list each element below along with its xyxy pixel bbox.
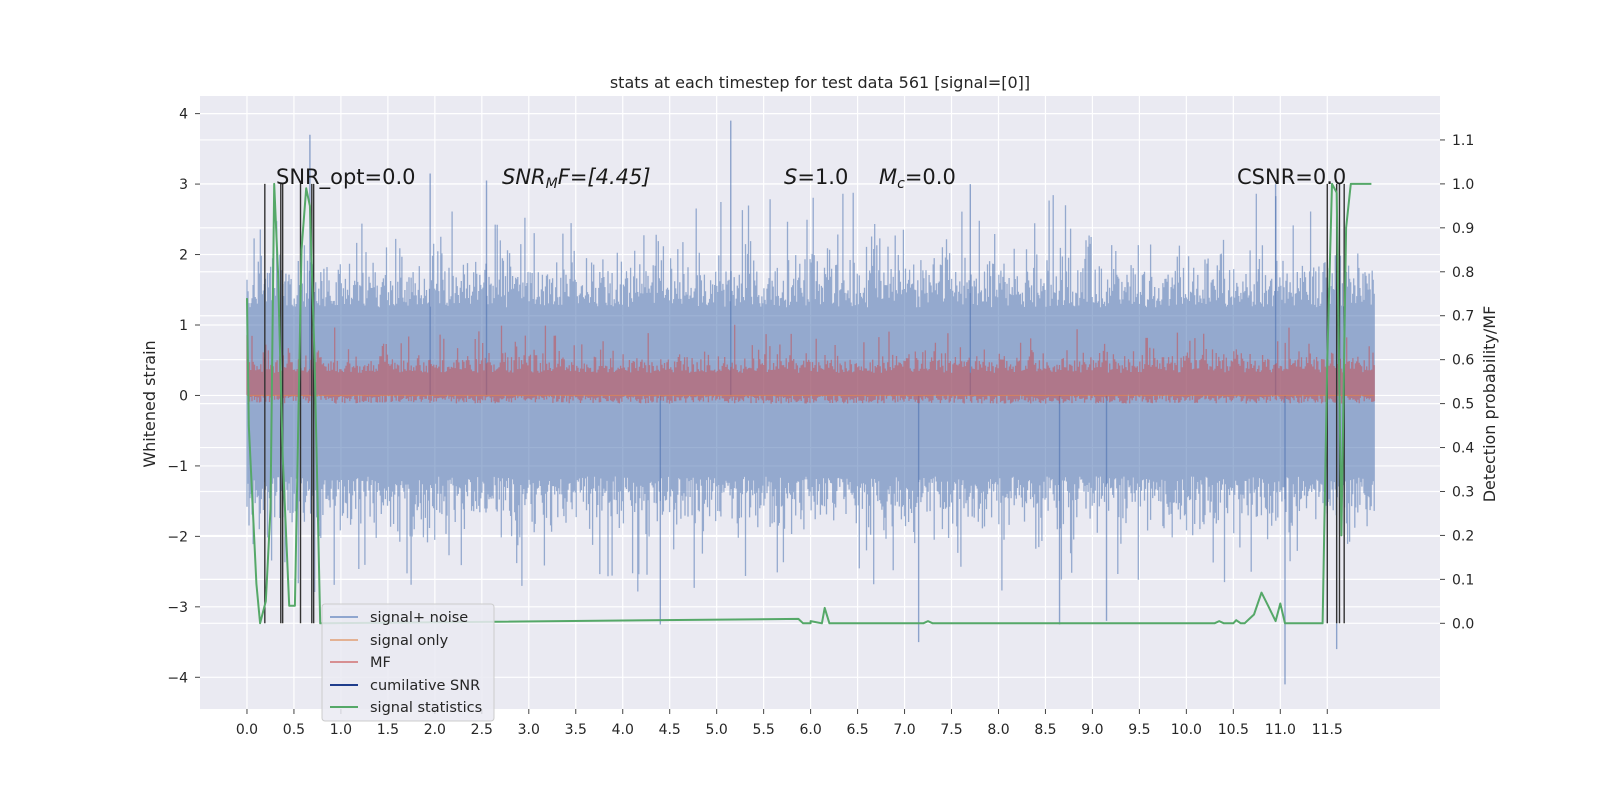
y-tick-label-right: 0.5 <box>1452 397 1474 413</box>
annotation-csnr: CSNR=0.0 <box>1237 165 1346 189</box>
x-tick-label: 5.0 <box>706 722 728 738</box>
x-tick-label: 5.5 <box>753 722 775 738</box>
y-tick-label-right: 0.6 <box>1452 353 1474 369</box>
annotation-mc: Mc=0.0 <box>879 165 956 192</box>
annotation-mc-base: M <box>879 165 897 189</box>
annotation-s: S=1.0 <box>784 165 848 189</box>
legend-label-mf: MF <box>370 655 391 671</box>
signal-statistics-line <box>246 182 1372 625</box>
x-tick-label: 11.0 <box>1265 722 1296 738</box>
cumulative-snr-series <box>264 183 1345 624</box>
x-tick-label: 1.0 <box>330 722 352 738</box>
annotation-mc-rest: =0.0 <box>905 165 956 189</box>
signal-statistics-series <box>246 182 1372 625</box>
annotation-snr-mf: SNRMF=[4.45] <box>502 165 651 192</box>
y-tick-label-right: 0.0 <box>1452 616 1474 632</box>
x-tick-label: 9.0 <box>1081 722 1103 738</box>
y-tick-label-right: 0.2 <box>1452 528 1474 544</box>
y-tick-label-right: 1.1 <box>1452 133 1474 149</box>
y-tick-label-right: 0.3 <box>1452 484 1474 500</box>
legend: signal+ noise signal only MF cumilative … <box>321 603 495 722</box>
legend-box <box>321 603 495 722</box>
legend-label-signal-statistics: signal statistics <box>370 700 482 716</box>
x-tick-label: 0.0 <box>236 722 258 738</box>
annotation-s-rest: =1.0 <box>797 165 848 189</box>
y-tick-label-left: 4 <box>179 107 188 123</box>
annotation-snr-opt: SNR_opt=0.0 <box>276 165 416 190</box>
annotation-s-base: S <box>784 165 797 189</box>
x-tick-label: 4.5 <box>659 722 681 738</box>
y-axis-right-label: Detection probability/MF <box>1480 306 1499 503</box>
x-tick-label: 8.0 <box>987 722 1009 738</box>
x-tick-label: 9.5 <box>1128 722 1150 738</box>
y-tick-label-left: −4 <box>167 670 188 686</box>
y-tick-label-right: 0.1 <box>1452 572 1474 588</box>
chart-title: stats at each timestep for test data 561… <box>610 73 1030 92</box>
x-tick-label: 2.0 <box>424 722 446 738</box>
x-tick-label: 6.0 <box>799 722 821 738</box>
y-tick-label-left: −1 <box>167 459 188 475</box>
x-tick-label: 10.0 <box>1171 722 1202 738</box>
annotation-snr-mf-base: SNR <box>502 165 546 189</box>
y-tick-label-right: 0.8 <box>1452 265 1474 281</box>
y-tick-label-right: 0.7 <box>1452 309 1474 325</box>
x-tick-label: 8.5 <box>1034 722 1056 738</box>
ticks: 0.0 0.5 1.0 1.5 2.0 2.5 3.0 3.5 4.0 4.5 5.0 5.5 6.0 6… <box>167 107 1474 738</box>
annotation-mc-sub: c <box>897 176 905 192</box>
x-tick-label: 1.5 <box>377 722 399 738</box>
x-tick-label: 3.5 <box>565 722 587 738</box>
legend-label-cumulative-snr: cumilative SNR <box>370 678 480 694</box>
y-tick-label-left: 3 <box>179 177 188 193</box>
annotation-snr-mf-sub: M <box>546 176 558 192</box>
annotation-snr-mf-rest: F=[4.45] <box>558 165 651 189</box>
y-tick-label-right: 0.4 <box>1452 441 1474 457</box>
y-tick-label-right: 0.9 <box>1452 221 1474 237</box>
x-tick-label: 11.5 <box>1312 722 1343 738</box>
y-tick-label-left: −3 <box>167 600 188 616</box>
y-tick-label-right: 1.0 <box>1452 177 1474 193</box>
x-tick-label: 6.5 <box>846 722 868 738</box>
x-tick-label: 7.5 <box>940 722 962 738</box>
y-tick-label-left: 0 <box>179 388 188 404</box>
x-tick-label: 3.0 <box>518 722 540 738</box>
x-tick-label: 10.5 <box>1218 722 1249 738</box>
legend-label-signal-noise: signal+ noise <box>370 610 468 626</box>
y-axis-left-label: Whitened strain <box>140 340 159 467</box>
y-tick-label-left: 2 <box>179 248 188 264</box>
y-tick-label-left: 1 <box>179 318 188 334</box>
x-tick-label: 4.0 <box>612 722 634 738</box>
x-tick-label: 2.5 <box>471 722 493 738</box>
y-tick-label-left: −2 <box>167 529 188 545</box>
x-tick-label: 7.0 <box>893 722 915 738</box>
legend-label-signal-only: signal only <box>370 633 449 649</box>
x-tick-label: 0.5 <box>283 722 305 738</box>
